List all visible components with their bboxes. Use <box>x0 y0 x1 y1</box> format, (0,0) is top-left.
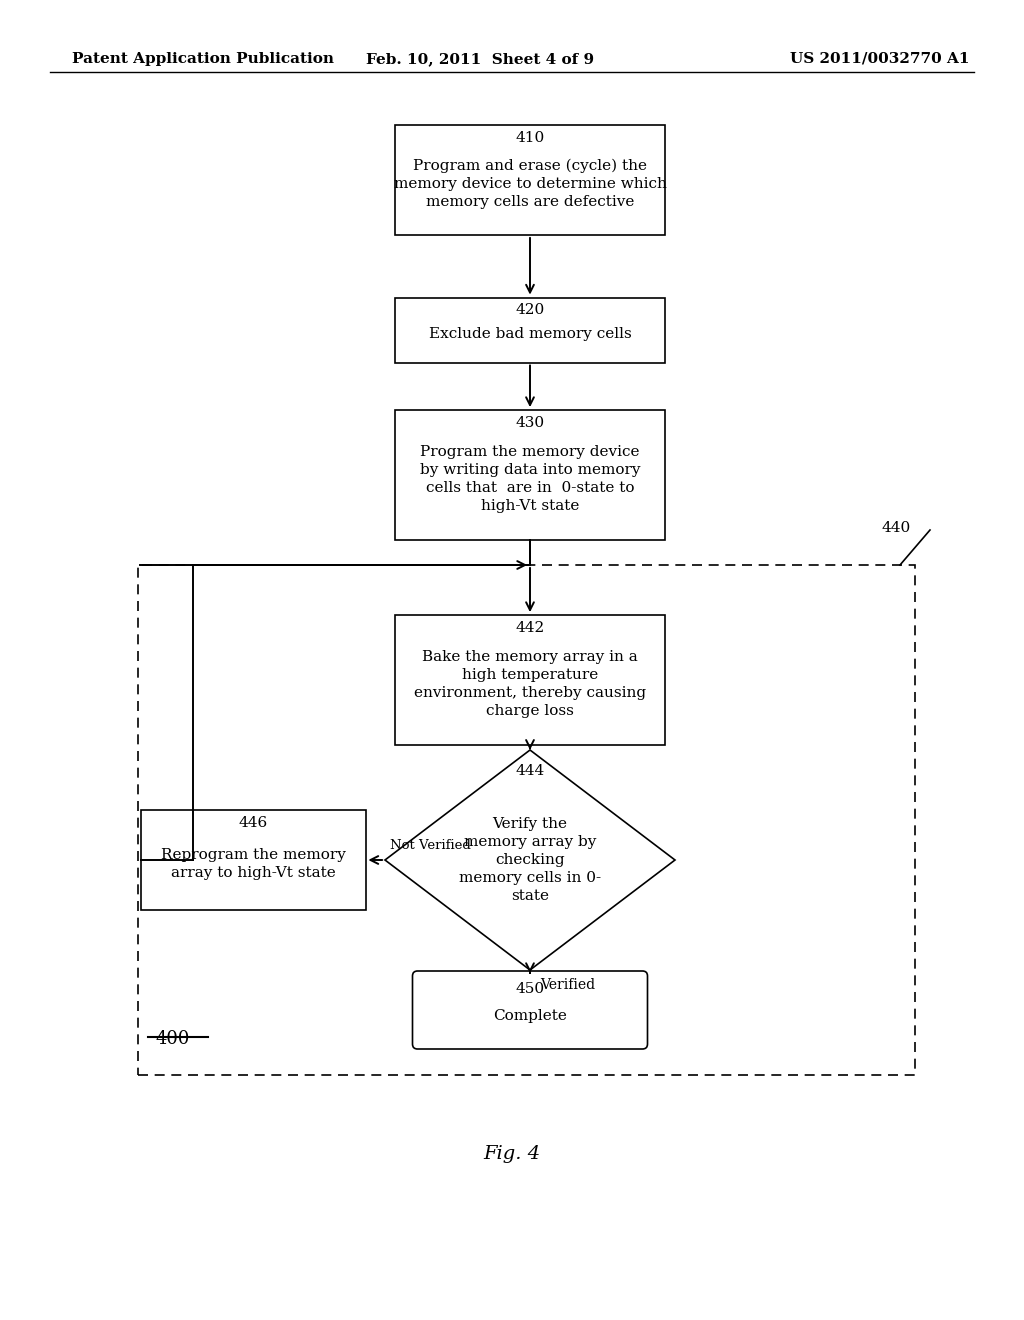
Text: Complete: Complete <box>494 1008 567 1023</box>
Text: 410: 410 <box>515 131 545 145</box>
Text: Reprogram the memory
array to high-Vt state: Reprogram the memory array to high-Vt st… <box>161 847 345 880</box>
Bar <box>395 125 665 235</box>
Bar <box>140 810 366 909</box>
Text: 400: 400 <box>155 1030 189 1048</box>
Polygon shape <box>385 750 675 970</box>
Text: Patent Application Publication: Patent Application Publication <box>72 51 334 66</box>
Bar <box>138 565 915 1074</box>
Bar <box>395 297 665 363</box>
Text: 420: 420 <box>515 304 545 318</box>
Text: Not Verified: Not Verified <box>390 840 471 851</box>
Text: Fig. 4: Fig. 4 <box>483 1144 541 1163</box>
Text: Verify the
memory array by
checking
memory cells in 0-
state: Verify the memory array by checking memo… <box>459 817 601 903</box>
Text: Exclude bad memory cells: Exclude bad memory cells <box>429 327 632 341</box>
Text: Program the memory device
by writing data into memory
cells that  are in  0-stat: Program the memory device by writing dat… <box>420 445 640 512</box>
Text: 430: 430 <box>515 416 545 430</box>
Text: US 2011/0032770 A1: US 2011/0032770 A1 <box>791 51 970 66</box>
Text: Feb. 10, 2011  Sheet 4 of 9: Feb. 10, 2011 Sheet 4 of 9 <box>366 51 594 66</box>
Text: Verified: Verified <box>540 978 595 993</box>
Text: 450: 450 <box>515 982 545 997</box>
Bar <box>395 411 665 540</box>
Text: 444: 444 <box>515 764 545 777</box>
FancyBboxPatch shape <box>413 972 647 1049</box>
Text: 440: 440 <box>882 521 911 535</box>
Bar <box>395 615 665 744</box>
Text: 442: 442 <box>515 620 545 635</box>
Text: 446: 446 <box>239 816 267 830</box>
Text: Program and erase (cycle) the
memory device to determine which
memory cells are : Program and erase (cycle) the memory dev… <box>393 158 667 209</box>
Text: Bake the memory array in a
high temperature
environment, thereby causing
charge : Bake the memory array in a high temperat… <box>414 651 646 718</box>
